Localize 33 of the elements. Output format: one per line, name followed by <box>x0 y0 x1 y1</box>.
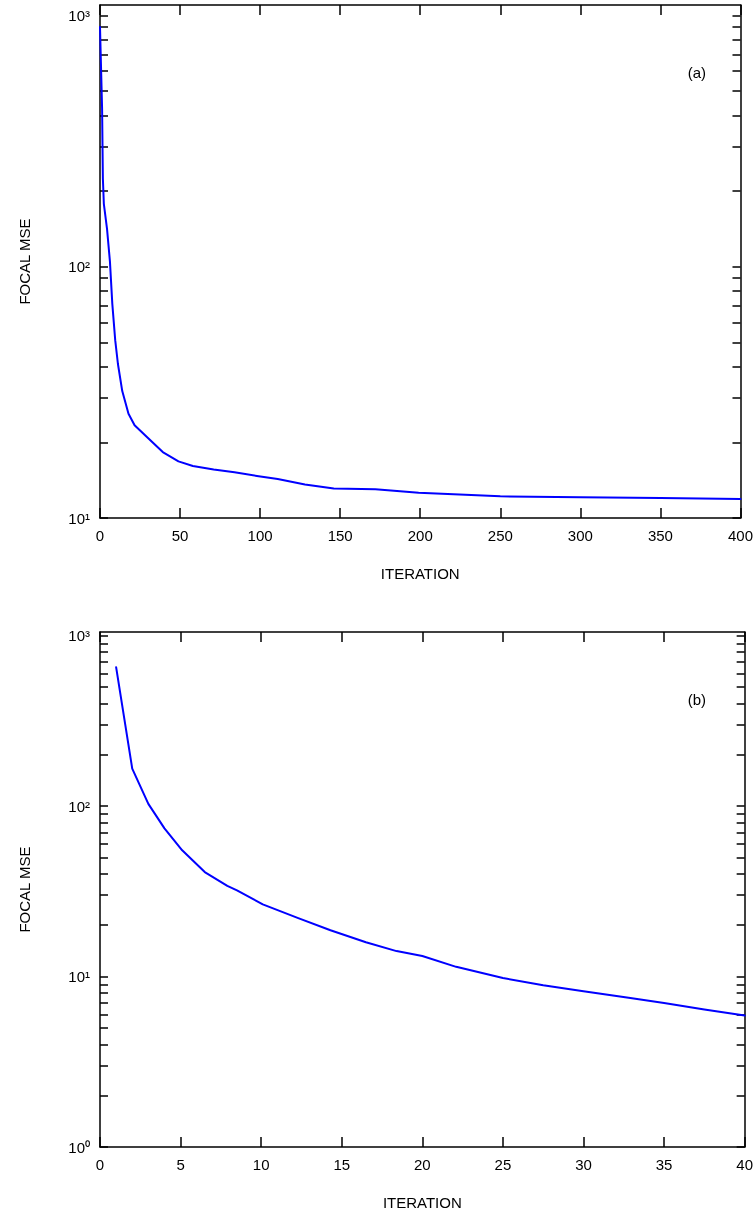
y-tick-label: 10³ <box>68 6 90 24</box>
y-axis-title: FOCAL MSE <box>16 846 33 933</box>
x-tick-label: 0 <box>95 527 105 544</box>
x-tick-label: 400 <box>727 527 753 544</box>
y-tick-label: 10¹ <box>68 509 90 527</box>
annotation: (a) <box>687 64 707 81</box>
y-tick-label: 10³ <box>68 627 90 645</box>
x-axis-title: ITERATION <box>382 1194 462 1211</box>
x-axis-title: ITERATION <box>380 565 460 582</box>
line-series <box>99 25 742 501</box>
x-tick-label: 25 <box>494 1156 512 1173</box>
x-tick-label: 100 <box>247 527 273 544</box>
x-tick-label: 250 <box>487 527 513 544</box>
x-tick-label: 300 <box>567 527 593 544</box>
x-tick-label: 15 <box>333 1156 351 1173</box>
y-axis-title: FOCAL MSE <box>16 218 33 305</box>
line-series <box>115 666 746 1017</box>
y-tick-label: 10² <box>68 797 90 815</box>
x-tick-label: 20 <box>413 1156 431 1173</box>
x-tick-label: 200 <box>407 527 433 544</box>
y-tick-label: 10⁰ <box>68 1138 90 1156</box>
x-tick-label: 50 <box>171 527 189 544</box>
x-tick-label: 10 <box>252 1156 270 1173</box>
y-tick-label: 10¹ <box>68 968 90 986</box>
x-tick-label: 0 <box>95 1156 105 1173</box>
x-tick-label: 40 <box>736 1156 753 1173</box>
x-tick-label: 30 <box>575 1156 592 1173</box>
x-tick-label: 35 <box>655 1156 673 1173</box>
x-tick-label: 5 <box>176 1156 185 1173</box>
x-tick-label: 150 <box>327 527 353 544</box>
x-tick-label: 350 <box>647 527 673 544</box>
annotation: (b) <box>687 691 707 708</box>
y-tick-label: 10² <box>68 258 90 276</box>
